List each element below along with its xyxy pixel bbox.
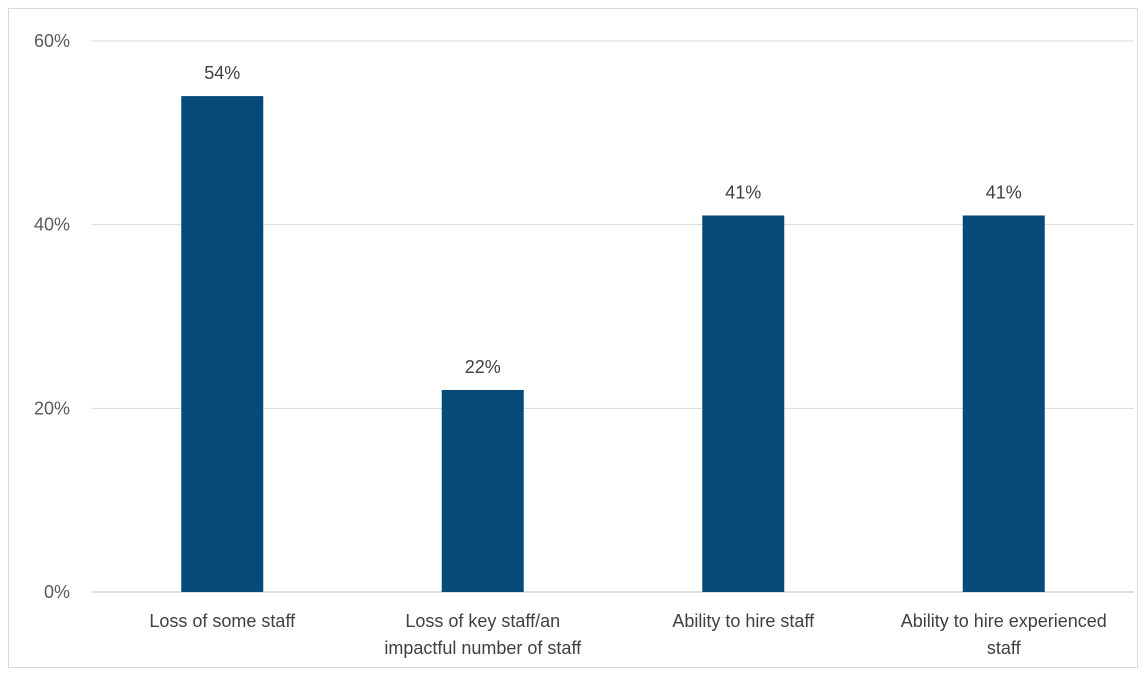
bar — [181, 96, 264, 592]
x-tick-label: Loss of key staff/an impactful number of … — [384, 611, 582, 658]
y-tick-label: 20% — [34, 398, 70, 418]
bar — [962, 215, 1045, 592]
data-label: 54% — [204, 63, 240, 83]
bar — [441, 389, 524, 592]
y-tick-label: 60% — [34, 31, 70, 51]
x-tick-label: Ability to hire experienced staff — [901, 611, 1107, 658]
data-label: 41% — [725, 182, 761, 202]
x-tick-label: Ability to hire staff — [672, 611, 815, 631]
y-tick-label: 40% — [34, 215, 70, 235]
x-tick-label: Loss of some staff — [149, 611, 296, 631]
y-tick-label: 0% — [44, 582, 70, 602]
data-label: 41% — [986, 182, 1022, 202]
data-label: 22% — [465, 357, 501, 377]
bar — [702, 215, 785, 592]
